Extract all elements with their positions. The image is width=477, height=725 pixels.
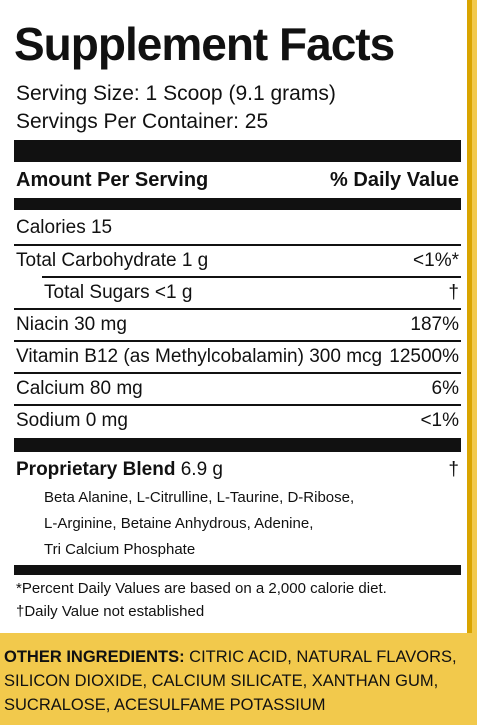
other-ingredients-line: OTHER INGREDIENTS: CITRIC ACID, NATURAL … [4,645,466,669]
nutrient-row: Niacin 30 mg 187% [16,312,459,338]
footnote-dagger: †Daily Value not established [16,603,205,620]
other-ingredients-line: SILICON DIOXIDE, CALCIUM SILICATE, XANTH… [4,672,439,690]
divider-thick-top [14,140,461,162]
blend-ingredient-line: Tri Calcium Phosphate [44,541,196,558]
other-ingredients-text: CITRIC ACID, NATURAL FLAVORS, [184,648,457,666]
nutrient-row: Calories 15 [16,215,459,241]
supplement-facts-panel: Supplement Facts Serving Size: 1 Scoop (… [0,0,472,633]
nutrient-dv: 6% [431,378,459,399]
blend-ingredient-line: Beta Alanine, L-Citrulline, L-Taurine, D… [44,489,355,506]
nutrient-row: Total Carbohydrate 1 g <1%* [16,248,459,274]
nutrient-name: Niacin 30 mg [16,314,127,335]
other-ingredients-line: SUCRALOSE, ACESULFAME POTASSIUM [4,696,326,714]
blend-dv: † [448,459,459,480]
nutrient-dv: <1% [420,410,459,431]
nutrient-name: Total Carbohydrate 1 g [16,250,209,271]
nutrient-row: Vitamin B12 (as Methylcobalamin) 300 mcg… [16,344,459,370]
serving-info: Serving Size: 1 Scoop (9.1 grams) Servin… [16,80,336,136]
divider-thin [14,404,461,406]
blend-label: Proprietary Blend 6.9 g [16,457,223,483]
blend-amount: 6.9 g [180,459,223,480]
blend-name: Proprietary Blend [16,459,176,480]
nutrient-name: Total Sugars <1 g [44,282,193,303]
nutrient-name: Vitamin B12 (as Methylcobalamin) 300 mcg [16,346,383,367]
divider-thin [14,372,461,374]
nutrient-row-indented: Total Sugars <1 g † [44,280,459,306]
other-ingredients: OTHER INGREDIENTS: CITRIC ACID, NATURAL … [4,645,466,717]
divider-thick-middle [14,438,461,452]
divider-thin-indent [42,276,461,278]
other-ingredients-heading: OTHER INGREDIENTS: [4,648,185,666]
divider-thin [14,244,461,246]
nutrient-name: Calories 15 [16,217,113,238]
nutrient-dv: † [448,282,459,303]
nutrient-dv: 187% [410,314,459,335]
daily-value-header: % Daily Value [330,169,459,191]
divider-thick-header [14,198,461,210]
nutrient-dv: 12500% [389,346,459,367]
footnote-percent-dv: *Percent Daily Values are based on a 2,0… [16,580,387,597]
nutrient-dv: <1%* [413,250,459,271]
nutrient-name: Sodium 0 mg [16,410,128,431]
column-header: Amount Per Serving % Daily Value [16,167,459,193]
divider-thick-bottom [14,565,461,575]
nutrient-row: Sodium 0 mg <1% [16,408,459,434]
blend-ingredient-line: L-Arginine, Betaine Anhydrous, Adenine, [44,515,314,532]
panel-title: Supplement Facts [14,18,395,70]
divider-thin [14,340,461,342]
amount-header: Amount Per Serving [16,169,209,191]
nutrient-name: Calcium 80 mg [16,378,143,399]
divider-thin [14,308,461,310]
nutrient-row: Calcium 80 mg 6% [16,376,459,402]
serving-size: Serving Size: 1 Scoop (9.1 grams) [16,82,336,105]
blend-ingredients: Beta Alanine, L-Citrulline, L-Taurine, D… [44,485,444,563]
servings-per-container: Servings Per Container: 25 [16,110,269,133]
proprietary-blend-row: Proprietary Blend 6.9 g † [16,457,459,483]
